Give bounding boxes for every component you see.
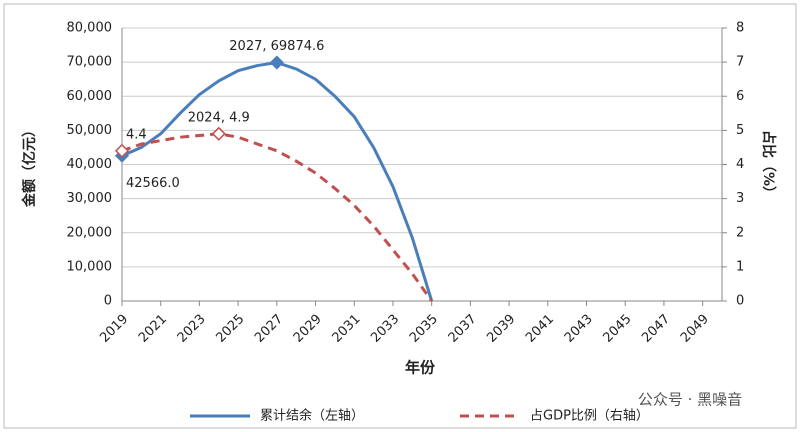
legend-label: 占GDP比例（右轴） xyxy=(530,409,649,424)
y2-tick-label: 3 xyxy=(736,191,744,206)
y-tick-label: 40,000 xyxy=(67,157,113,172)
point-marker xyxy=(211,126,226,141)
x-axis-title: 年份 xyxy=(405,359,436,377)
y2-axis-title: 占比（%） xyxy=(760,130,777,200)
y2-tick-label: 2 xyxy=(736,225,744,240)
series-line xyxy=(121,132,433,302)
y-tick-label: 0 xyxy=(104,294,112,309)
y-axis-title: 金额（亿元） xyxy=(21,123,38,208)
data-label: 2027, 69874.6 xyxy=(229,39,324,54)
legend-label: 累计结余（左轴） xyxy=(260,408,364,424)
y-tick-label: 20,000 xyxy=(67,225,113,240)
y2-tick-label: 7 xyxy=(736,55,744,70)
y-tick-label: 30,000 xyxy=(67,191,113,206)
y-tick-label: 50,000 xyxy=(67,123,113,138)
y2-tick-label: 8 xyxy=(736,21,744,36)
y-tick-label: 70,000 xyxy=(67,55,113,70)
point-marker xyxy=(114,143,130,158)
y-tick-label: 80,000 xyxy=(67,21,113,36)
y2-tick-label: 4 xyxy=(736,157,744,172)
data-label: 2024, 4.9 xyxy=(188,110,250,125)
y-tick-label: 60,000 xyxy=(67,89,113,104)
y2-tick-label: 1 xyxy=(736,259,744,274)
y2-tick-label: 6 xyxy=(736,89,744,104)
data-label: 42566.0 xyxy=(126,176,180,191)
chart-border xyxy=(3,3,797,429)
data-label: 4.4 xyxy=(126,127,147,142)
y2-tick-label: 0 xyxy=(736,294,744,309)
watermark: 公众号 · 黑噪音 xyxy=(638,391,742,409)
y-tick-label: 10,000 xyxy=(67,259,113,274)
y2-tick-label: 5 xyxy=(736,123,744,138)
point-marker xyxy=(269,55,284,70)
